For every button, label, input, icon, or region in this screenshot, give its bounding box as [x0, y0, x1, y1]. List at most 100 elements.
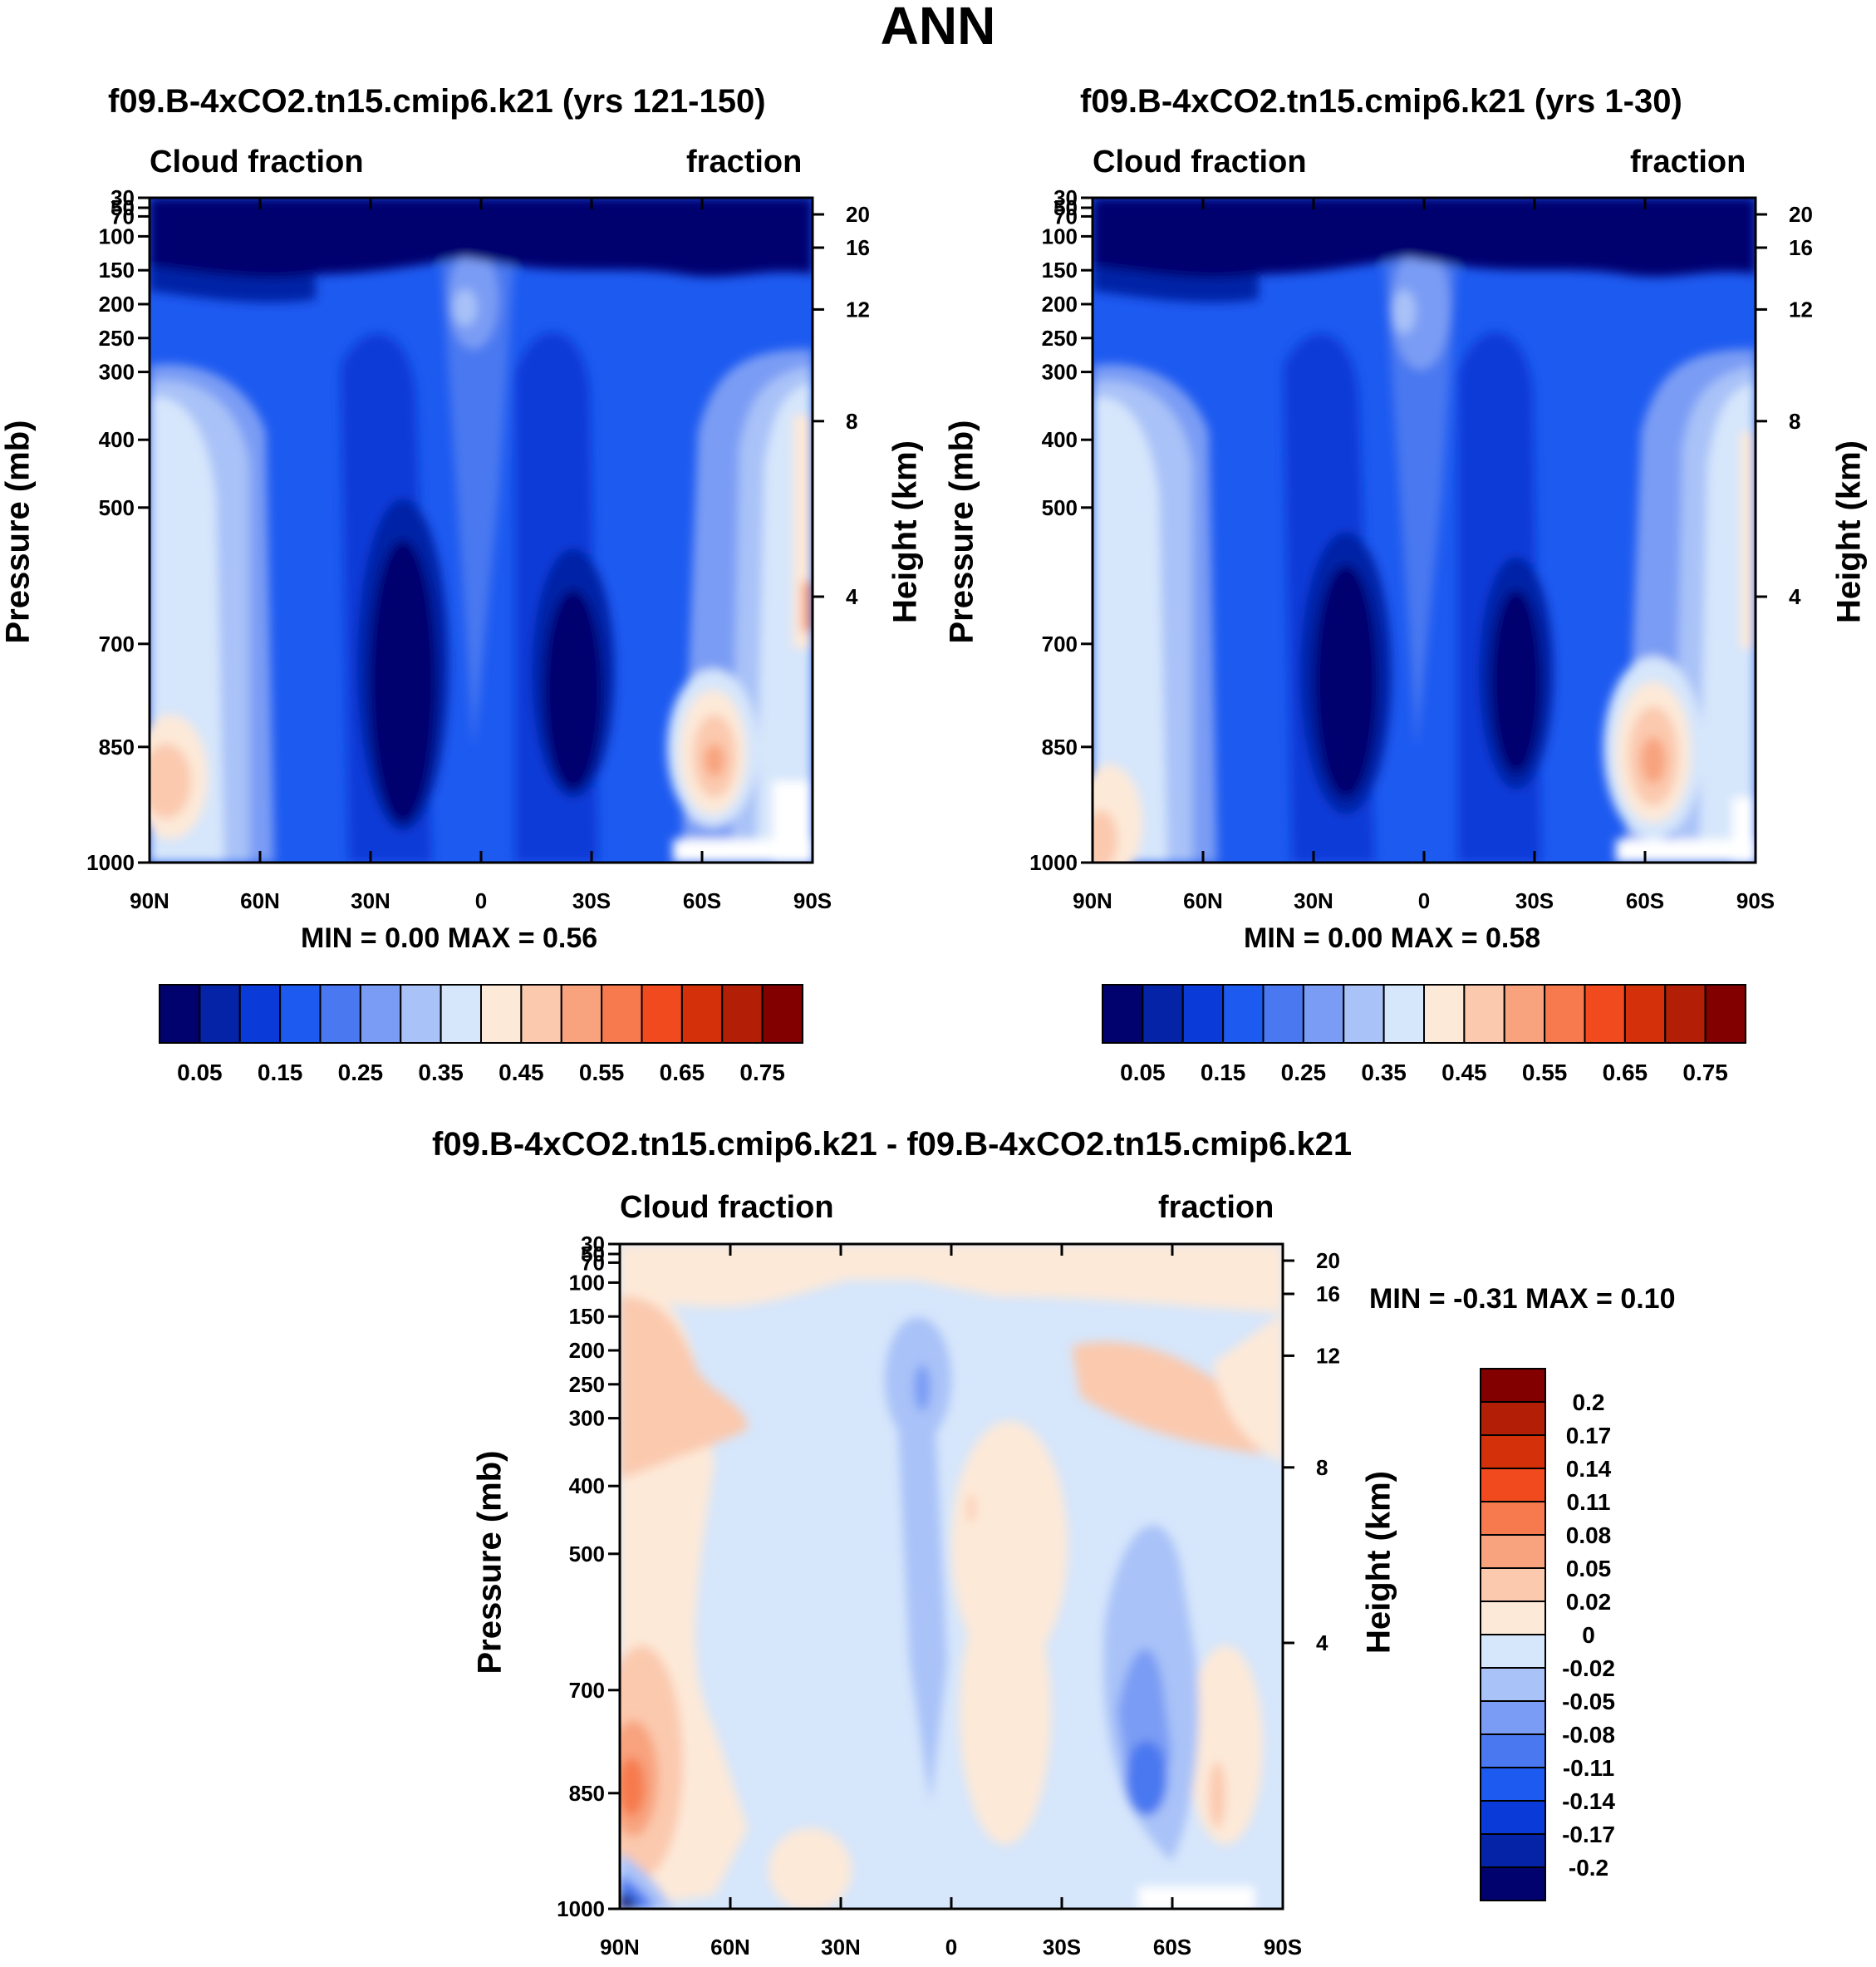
pressure-tick-label: 850 — [569, 1781, 605, 1806]
pressure-tick-label: 250 — [569, 1372, 605, 1397]
pressure-tick-label: 50 — [1053, 195, 1078, 220]
latitude-tick-label: 0 — [475, 888, 487, 913]
latitude-tick-label: 60S — [683, 888, 721, 913]
colorbar-label: 0.45 — [498, 1060, 544, 1085]
pressure-tick-label: 400 — [1042, 427, 1078, 452]
colorbar-label: -0.02 — [1562, 1655, 1615, 1681]
pressure-tick-label: 500 — [99, 495, 135, 520]
pressure-tick-label: 700 — [1042, 632, 1078, 656]
colorbar-box — [1480, 1833, 1546, 1868]
units-label-top-left: fraction — [686, 145, 803, 179]
colorbar-label: 0.45 — [1441, 1060, 1487, 1085]
variable-label-top-left: Cloud fraction — [150, 145, 364, 179]
colorbar-box — [238, 984, 282, 1044]
pressure-tick-label: 300 — [569, 1406, 605, 1431]
colorbar-label: 0.55 — [579, 1060, 625, 1085]
colorbar-label: 0.75 — [1682, 1060, 1728, 1085]
colorbar-box — [1544, 984, 1586, 1044]
colorbar-label: -0.14 — [1562, 1788, 1615, 1814]
colorbar-label: -0.17 — [1562, 1822, 1615, 1847]
height-tick-label: 4 — [1789, 584, 1801, 609]
colorbar-box — [1463, 984, 1505, 1044]
colorbar-box — [1382, 984, 1425, 1044]
pressure-tick-label: 150 — [569, 1304, 605, 1329]
contour-field-top-right — [1093, 198, 1756, 863]
colorbar-box — [1480, 1700, 1546, 1735]
colorbar-box — [1343, 984, 1385, 1044]
latitude-tick-label: 90S — [1264, 1935, 1302, 1960]
height-tick-label: 8 — [846, 409, 857, 434]
pressure-tick-label: 150 — [1042, 258, 1078, 283]
variable-label-top-right: Cloud fraction — [1093, 145, 1307, 179]
latitude-tick-label: 60N — [1183, 888, 1223, 913]
latitude-tick-label: 90N — [1073, 888, 1112, 913]
minmax-top-left: MIN = 0.00 MAX = 0.56 — [301, 922, 598, 954]
pressure-tick-label: 50 — [581, 1242, 605, 1266]
colorbar-box — [1480, 1534, 1546, 1569]
pressure-tick-label: 500 — [569, 1542, 605, 1566]
panel-title-top-left: f09.B-4xCO2.tn15.cmip6.k21 (yrs 121-150) — [108, 83, 766, 120]
colorbar-label: 0.15 — [258, 1060, 303, 1085]
pressure-tick-label: 400 — [569, 1473, 605, 1498]
pressure-tick-label: 400 — [99, 427, 135, 452]
pressure-tick-label: 100 — [99, 224, 135, 248]
colorbar-label: 0.17 — [1566, 1423, 1612, 1448]
pressure-tick-label: 500 — [1042, 495, 1078, 520]
colorbar-box — [761, 984, 803, 1044]
colorbar-box — [199, 984, 241, 1044]
colorbar-label: 0.35 — [418, 1060, 464, 1085]
pressure-tick-label: 850 — [1042, 735, 1078, 760]
height-tick-label: 16 — [1316, 1281, 1340, 1306]
pressure-tick-label: 300 — [99, 360, 135, 385]
colorbar-top-right: 0.05 0.15 0.25 0.35 0.45 0.55 0.65 0.75 — [1102, 984, 1746, 1085]
colorbar-box — [1142, 984, 1184, 1044]
latitude-tick-label: 90N — [600, 1935, 640, 1960]
colorbar-label: 0.25 — [338, 1060, 384, 1085]
colorbar-box — [440, 984, 482, 1044]
latitude-tick-label: 30N — [1294, 888, 1333, 913]
height-tick-label: 16 — [846, 235, 870, 260]
latitude-tick-label: 30S — [1515, 888, 1554, 913]
pressure-tick-label: 200 — [1042, 292, 1078, 317]
height-tick-label: 12 — [1316, 1343, 1340, 1368]
pressure-tick-label: 100 — [569, 1270, 605, 1295]
colorbar-box — [1480, 1767, 1546, 1802]
pressure-tick-label: 70 — [581, 1250, 605, 1275]
latitude-tick-label: 60S — [1626, 888, 1664, 913]
colorbar-label: -0.2 — [1569, 1855, 1608, 1881]
pressure-tick-label: 700 — [569, 1678, 605, 1703]
colorbar-label: 0.65 — [660, 1060, 705, 1085]
height-tick-label: 4 — [1316, 1630, 1328, 1655]
colorbar-box — [1480, 1368, 1546, 1403]
colorbar-bottom: 0.2 0.17 0.14 0.11 0.08 0.05 0.02 0 -0.02 -0.05 -0… — [1480, 1368, 1615, 1901]
latitude-tick-label: 90N — [130, 888, 169, 913]
colorbar-box — [601, 984, 643, 1044]
colorbar-box — [1480, 1800, 1546, 1835]
pressure-tick-label: 30 — [581, 1232, 605, 1256]
colorbar-box — [1623, 984, 1667, 1044]
colorbar-box — [159, 984, 201, 1044]
colorbar-label: 0.08 — [1566, 1522, 1612, 1548]
colorbar-box — [1480, 1401, 1546, 1436]
pressure-tick-label: 100 — [1042, 224, 1078, 248]
latitude-tick-label: 0 — [945, 1935, 957, 1960]
height-tick-label: 4 — [846, 584, 858, 609]
height-tick-label: 20 — [1789, 202, 1813, 227]
height-tick-label: 12 — [846, 297, 870, 322]
colorbar-top-left: 0.05 0.15 0.25 0.35 0.45 0.55 0.65 0.75 — [159, 984, 803, 1085]
variable-label-bottom: Cloud fraction — [620, 1190, 834, 1225]
pressure-tick-label: 850 — [99, 735, 135, 760]
colorbar-box — [1503, 984, 1546, 1044]
colorbar-box — [721, 984, 764, 1044]
colorbar-box — [1480, 1733, 1546, 1768]
height-tick-label: 8 — [1316, 1455, 1328, 1480]
colorbar-box — [1480, 1634, 1546, 1669]
colorbar-box — [1480, 1468, 1546, 1502]
colorbar-label: 0 — [1582, 1622, 1595, 1648]
colorbar-label: 0.15 — [1201, 1060, 1246, 1085]
pressure-tick-label: 250 — [1042, 326, 1078, 351]
latitude-tick-label: 30N — [351, 888, 390, 913]
colorbar-label: -0.05 — [1562, 1689, 1615, 1714]
colorbar-label: 0.05 — [1120, 1060, 1166, 1085]
colorbar-box — [1480, 1667, 1546, 1702]
